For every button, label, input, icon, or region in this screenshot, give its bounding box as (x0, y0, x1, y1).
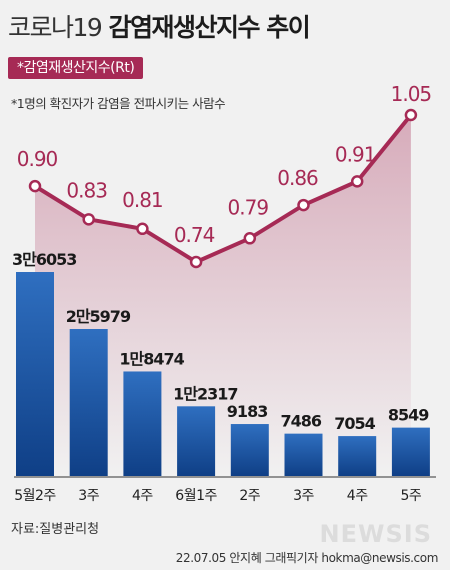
bar (177, 406, 216, 476)
x-tick-label: 4주 (132, 488, 153, 504)
rt-point (82, 213, 95, 226)
x-tick-label: 2주 (239, 488, 260, 504)
rt-value-label: 0.79 (228, 195, 269, 219)
bar-value-label: 1만2317 (173, 384, 237, 403)
bar (284, 433, 323, 476)
bar-value-label: 7054 (334, 414, 375, 433)
bar (391, 427, 430, 476)
bar-value-label: 9183 (227, 402, 268, 421)
watermark-logo: NEWSIS (319, 520, 432, 548)
x-tick-label: 6월1주 (175, 488, 217, 504)
bar-value-label: 7486 (281, 412, 322, 431)
legend-badge: *감염재생산지수(Rt) (8, 57, 144, 79)
rt-point (404, 108, 418, 122)
rt-value-label: 0.86 (277, 166, 318, 190)
rt-point (297, 198, 310, 212)
bar (123, 371, 162, 476)
bar-value-label: 2만5979 (66, 307, 131, 326)
title-prefix: 코로나19 (8, 13, 103, 42)
x-tick-label: 3주 (293, 488, 314, 504)
page-title: 코로나19 감염재생산지수 추이 (8, 8, 311, 44)
x-tick-label: 4주 (347, 488, 368, 504)
bar (69, 329, 108, 476)
rt-point (243, 232, 257, 245)
source-text: 자료:질병관리청 (11, 522, 100, 537)
rt-line (33, 113, 413, 264)
credit-text: 22.07.05 안지혜 그래픽기자 hokma@newsis.com (175, 551, 439, 565)
x-tick-label: 5월2주 (14, 488, 56, 504)
rt-value-label: 0.81 (122, 188, 163, 212)
footnote-definition: *1명의 확진자가 감염을 전파시키는 사람수 (11, 96, 226, 111)
x-tick-label: 5주 (401, 488, 422, 504)
x-tick-label: 3주 (78, 488, 99, 504)
rt-point (189, 255, 203, 269)
rt-value-label: 0.83 (66, 178, 107, 202)
rt-value-label: 0.74 (174, 223, 215, 247)
title-main: 감염재생산지수 추이 (108, 13, 311, 42)
bar (230, 424, 269, 476)
rt-point (28, 179, 42, 193)
rt-value-label: 0.91 (335, 142, 376, 166)
bar (338, 436, 377, 476)
rt-point (350, 175, 364, 188)
rt-value-label: 0.90 (17, 147, 58, 171)
rt-value-label: 1.05 (391, 82, 432, 106)
rt-point (136, 222, 149, 236)
bar (16, 272, 54, 476)
bar-value-label: 1만8474 (119, 349, 184, 368)
bar-value-label: 8549 (388, 406, 429, 425)
bar-value-label: 3만6053 (12, 250, 76, 269)
